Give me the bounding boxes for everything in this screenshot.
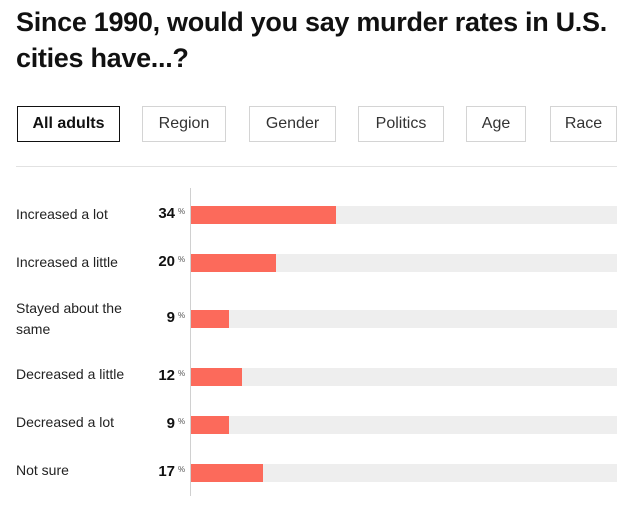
value-label-decreased-a-lot: 9 [166,415,175,432]
tab-politics[interactable]: Politics [358,106,444,142]
bar-decreased-a-lot [191,416,229,434]
value-label-decreased-a-little: 12 [158,367,175,384]
category-label-not-sure: Not sure [16,462,69,478]
value-label-not-sure: 17 [158,463,175,480]
bar-stayed-about-the-same [191,310,229,328]
category-label-increased-a-lot: Increased a lot [16,206,108,222]
value-label-stayed-about-the-same: 9 [166,309,175,326]
percent-sign: % [178,255,186,264]
percent-sign: % [178,465,186,474]
category-label-increased-a-little: Increased a little [16,254,118,270]
bar-track-not-sure [191,464,617,482]
tab-gender[interactable]: Gender [249,106,336,142]
bar-track-stayed-about-the-same [191,310,617,328]
bar-decreased-a-little [191,368,242,386]
value-label-increased-a-lot: 34 [158,205,175,222]
bar-track-increased-a-little [191,254,617,272]
percent-sign: % [178,207,186,216]
axis-line [190,188,191,496]
bar-increased-a-lot [191,206,336,224]
value-label-increased-a-little: 20 [158,253,175,270]
percent-sign: % [178,417,186,426]
bar-track-decreased-a-little [191,368,617,386]
tab-race[interactable]: Race [550,106,617,142]
bar-increased-a-little [191,254,276,272]
tab-all-adults[interactable]: All adults [17,106,120,142]
category-label-stayed-about-the-same: Stayed about the same [16,300,122,337]
percent-sign: % [178,369,186,378]
category-label-decreased-a-little: Decreased a little [16,366,125,382]
filter-tabs: All adults Region Gender Politics Age Ra… [0,106,638,142]
bar-track-increased-a-lot [191,206,617,224]
chart-title: Since 1990, would you say murder rates i… [16,7,607,73]
bar-not-sure [191,464,263,482]
bar-track-decreased-a-lot [191,416,617,434]
divider [16,166,617,167]
percent-sign: % [178,311,186,320]
tab-age[interactable]: Age [466,106,526,142]
category-label-decreased-a-lot: Decreased a lot [16,414,115,430]
tab-region[interactable]: Region [142,106,226,142]
bar-chart: Increased a lot 34% Increased a little 20% S… [0,180,638,500]
